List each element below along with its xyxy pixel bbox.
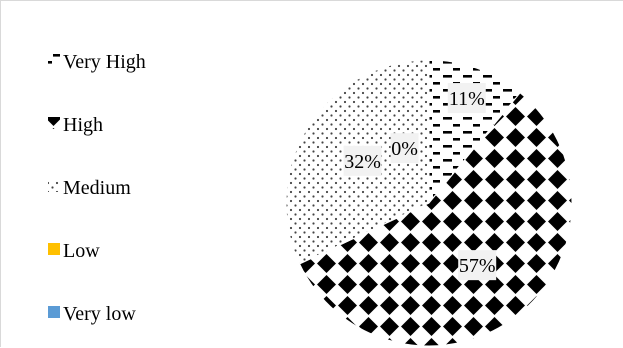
legend-item-low: Low (48, 240, 100, 262)
legend-item-very-high: Very High (48, 51, 146, 73)
data-label-high: 57% (458, 250, 497, 281)
legend-item-high: High (48, 114, 103, 136)
legend: Very High High Medium Low Very low (48, 51, 146, 325)
legend-swatch-very-low (48, 306, 60, 318)
data-label-bg (343, 145, 382, 176)
data-label-bg (390, 133, 419, 164)
data-label-medium: 32% (343, 145, 382, 176)
legend-label-high: High (63, 114, 103, 136)
legend-label-medium: Medium (63, 177, 131, 199)
legend-label-very-high: Very High (63, 51, 146, 73)
data-label-low: 0% (390, 133, 419, 164)
legend-swatch-high (48, 117, 60, 129)
data-label-text: 57% (459, 255, 496, 277)
data-label-text: 11% (449, 88, 485, 110)
data-label-bg (447, 83, 486, 114)
legend-swatch-low (48, 243, 60, 255)
pie-data-labels: 11% 57% 32% 0% (343, 83, 497, 281)
legend-swatch-medium (48, 180, 60, 192)
pie-slices (285, 59, 573, 347)
data-label-text: 0% (391, 138, 418, 160)
pie-slice-high (298, 92, 573, 347)
data-label-bg (458, 250, 497, 281)
data-label-very-high: 11% (447, 83, 486, 114)
legend-label-low: Low (63, 240, 100, 262)
legend-swatch-very-high (48, 54, 60, 66)
legend-label-very-low: Very low (63, 303, 136, 325)
legend-item-very-low: Very low (48, 303, 136, 325)
legend-item-medium: Medium (48, 177, 131, 199)
data-label-text: 32% (344, 151, 381, 173)
